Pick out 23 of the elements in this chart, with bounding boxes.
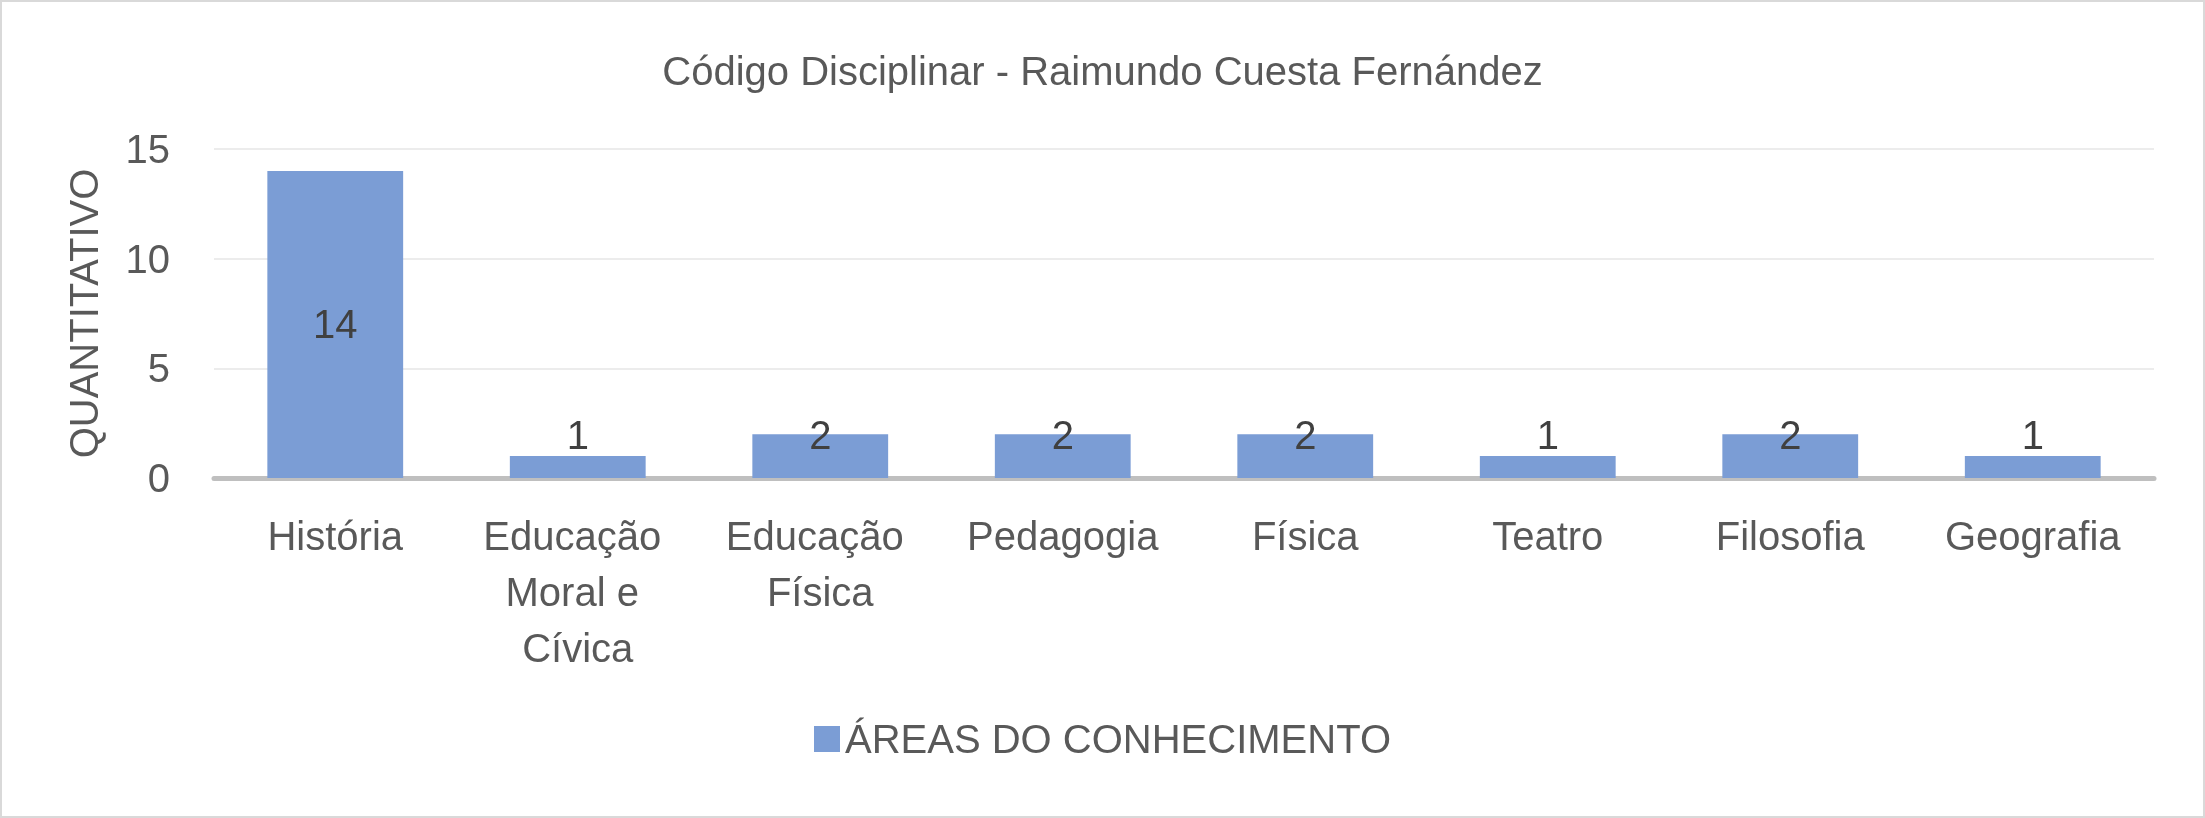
data-label: 14 (313, 302, 358, 347)
x-tick-label: Física (1251, 514, 1360, 558)
legend-label: ÁREAS DO CONHECIMENTO (845, 717, 1391, 761)
x-tick-label: Pedagogia (967, 514, 1160, 558)
x-tick-label: Geografia (1944, 514, 2122, 558)
data-label: 1 (2021, 413, 2044, 457)
y-tick-label: 10 (125, 236, 170, 281)
x-tick-label: Teatro (1492, 514, 1604, 558)
y-tick-label: 0 (147, 456, 170, 500)
chart-title: Código Disciplinar - Raimundo Cuesta Fernández (662, 49, 1543, 93)
bar (1964, 456, 2101, 478)
x-tick-label: História (267, 514, 404, 558)
data-label: 1 (1536, 413, 1559, 457)
bar (1479, 456, 1616, 478)
bar (267, 170, 404, 478)
y-tick-label: 15 (125, 127, 170, 171)
x-tick-label: Filosofia (1715, 514, 1866, 558)
y-axis-title: QUANTITATIVO (62, 168, 106, 459)
x-tick-label: Educação Física (725, 514, 915, 614)
bar (509, 456, 646, 478)
x-tick-label: Educação Moral e Cívica (483, 514, 673, 670)
data-label: 1 (566, 413, 589, 457)
y-tick-label: 5 (147, 346, 170, 391)
